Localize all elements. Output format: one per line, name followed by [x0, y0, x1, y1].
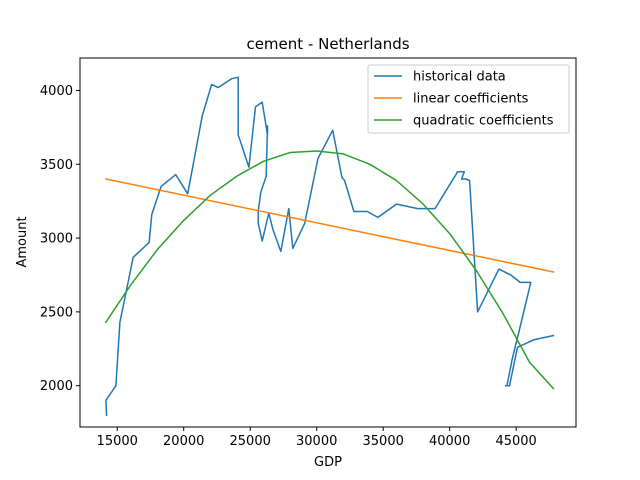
x-tick-label: 40000	[429, 434, 470, 449]
series-line-2	[104, 150, 555, 390]
y-tick-label: 3500	[40, 158, 73, 173]
x-axis-label: GDP	[314, 455, 342, 470]
x-tick-label: 30000	[296, 434, 337, 449]
y-tick-label: 2500	[40, 305, 73, 320]
x-tick-label: 35000	[363, 434, 404, 449]
y-axis-label: Amount	[15, 216, 30, 267]
y-tick-label: 3000	[40, 232, 73, 247]
axes-frame	[79, 57, 577, 428]
legend-label-2: quadratic coefficients	[413, 114, 554, 129]
x-tick-label: 25000	[230, 434, 271, 449]
legend-box	[367, 64, 570, 134]
plot-area	[104, 76, 555, 416]
legend-label-0: historical data	[413, 70, 506, 85]
series-line-1	[105, 178, 555, 273]
series-line-0	[105, 76, 555, 416]
y-tick-label: 4000	[40, 84, 73, 99]
y-axis: 2000 2500 3000 3500 4000	[40, 84, 80, 394]
x-tick-label: 15000	[97, 434, 138, 449]
x-tick-label: 45000	[495, 434, 536, 449]
legend-label-1: linear coefficients	[413, 92, 529, 107]
x-tick-label: 20000	[163, 434, 204, 449]
chart-title: cement - Netherlands	[246, 35, 409, 53]
legend: historical data linear coefficients quadra…	[367, 64, 570, 134]
x-axis: 15000 20000 25000 30000 35000 40000 45000	[97, 427, 537, 449]
y-tick-label: 2000	[40, 379, 73, 394]
